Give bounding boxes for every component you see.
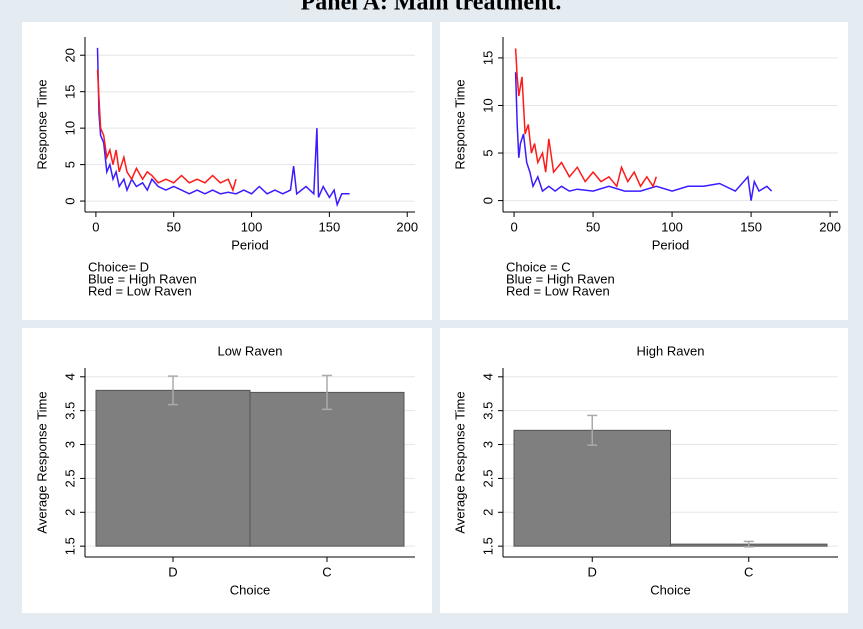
x-tick-label: 100 [241, 219, 263, 234]
y-axis-label: Response Time [452, 79, 467, 169]
x-tick-label: C [744, 564, 753, 579]
annotation: Blue = High Raven [88, 271, 197, 286]
y-tick-label: 5 [62, 161, 77, 168]
y-tick-label: 4 [480, 373, 495, 380]
y-tick-label: 20 [62, 48, 77, 62]
series-line [96, 69, 237, 193]
y-tick-label: 3.5 [62, 402, 77, 420]
y-tick-label: 2 [480, 509, 495, 516]
y-tick-label: 10 [480, 98, 495, 112]
x-tick-label: D [588, 564, 597, 579]
y-tick-label: 3.5 [480, 402, 495, 420]
panel [22, 22, 432, 320]
x-tick-label: C [322, 564, 331, 579]
y-tick-label: 10 [62, 121, 77, 135]
x-tick-label: 200 [396, 219, 418, 234]
series-line [514, 48, 658, 188]
y-tick-label: 5 [480, 149, 495, 156]
y-axis-label: Average Response Time [34, 391, 49, 533]
y-axis-label: Average Response Time [452, 391, 467, 533]
y-axis-label: Response Time [34, 79, 49, 169]
annotation: Choice= D [88, 259, 149, 274]
x-tick-label: 0 [92, 219, 99, 234]
chart-title: Low Raven [217, 343, 282, 358]
x-tick-label: 150 [740, 219, 762, 234]
x-tick-label: D [168, 564, 177, 579]
panel [440, 22, 848, 320]
y-tick-label: 0 [62, 197, 77, 204]
x-tick-label: 50 [586, 219, 600, 234]
y-tick-label: 15 [480, 51, 495, 65]
x-tick-label: 150 [319, 219, 341, 234]
annotation: Blue = High Raven [506, 271, 615, 286]
annotation: Choice = C [506, 259, 571, 274]
y-tick-label: 3 [480, 441, 495, 448]
bar [249, 391, 405, 547]
y-tick-label: 3 [62, 441, 77, 448]
y-tick-label: 0 [480, 197, 495, 204]
x-tick-label: 100 [661, 219, 683, 234]
x-axis-label: Period [652, 237, 690, 252]
chart-title: High Raven [637, 343, 705, 358]
y-tick-label: 1.5 [62, 537, 77, 555]
x-axis-label: Choice [230, 582, 270, 597]
series-line [514, 72, 773, 201]
bar [95, 389, 251, 547]
y-tick-label: 2.5 [62, 469, 77, 487]
y-tick-label: 15 [62, 84, 77, 98]
x-axis-label: Choice [650, 582, 690, 597]
y-tick-label: 1.5 [480, 537, 495, 555]
x-axis-label: Period [231, 237, 269, 252]
y-tick-label: 4 [62, 373, 77, 380]
figure-title: Panel A: Main treatment. [301, 0, 562, 16]
y-tick-label: 2.5 [480, 469, 495, 487]
series-line [96, 47, 350, 208]
y-tick-label: 2 [62, 509, 77, 516]
x-tick-label: 50 [166, 219, 180, 234]
annotation: Red = Low Raven [506, 283, 610, 298]
bar [513, 429, 671, 547]
x-tick-label: 0 [510, 219, 517, 234]
annotation: Red = Low Raven [88, 283, 192, 298]
x-tick-label: 200 [819, 219, 841, 234]
